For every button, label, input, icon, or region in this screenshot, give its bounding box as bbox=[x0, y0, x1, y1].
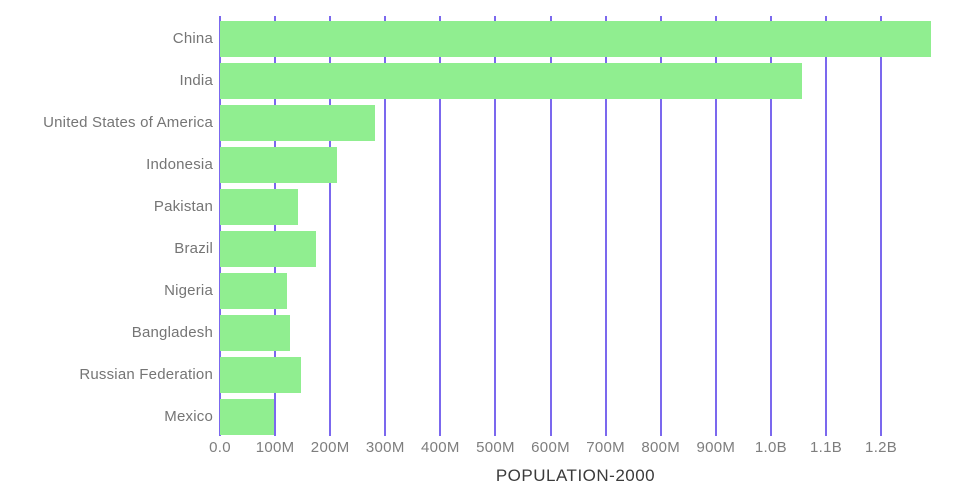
category-label-nigeria: Nigeria bbox=[164, 282, 213, 299]
gridline-800M bbox=[659, 16, 662, 436]
chart-title: POPULATION-2000 bbox=[495, 466, 656, 485]
category-label-indonesia: Indonesia bbox=[146, 156, 213, 173]
x-tick-label-0.0: 0.0 bbox=[209, 439, 231, 456]
x-tick-label-400M: 400M bbox=[420, 439, 460, 456]
x-tick-label-300M: 300M bbox=[365, 439, 405, 456]
category-label-bangladesh: Bangladesh bbox=[131, 324, 213, 341]
category-label-india: India bbox=[179, 72, 213, 89]
bar-indonesia bbox=[220, 146, 337, 183]
gridline-600M bbox=[549, 16, 552, 436]
x-tick-label-1.1B: 1.1B bbox=[809, 439, 843, 456]
x-tick-label-100M: 100M bbox=[255, 439, 295, 456]
gridline-900M bbox=[714, 16, 717, 436]
x-tick-label-200M: 200M bbox=[310, 439, 350, 456]
gridline-300M bbox=[384, 16, 387, 436]
bar-nigeria bbox=[220, 272, 288, 309]
gridline-1.1B bbox=[824, 16, 827, 436]
gridline-1.0B bbox=[769, 16, 772, 436]
bar-mexico bbox=[220, 398, 275, 435]
gridline-700M bbox=[604, 16, 607, 436]
bar-india bbox=[220, 62, 803, 99]
category-label-russian-federation: Russian Federation bbox=[79, 366, 213, 383]
bar-china bbox=[220, 20, 931, 57]
bar-brazil bbox=[220, 230, 317, 267]
gridline-500M bbox=[494, 16, 497, 436]
category-label-pakistan: Pakistan bbox=[153, 198, 213, 215]
x-tick-label-700M: 700M bbox=[586, 439, 625, 456]
gridline-1.2B bbox=[880, 16, 883, 436]
category-label-mexico: Mexico bbox=[164, 408, 213, 425]
x-tick-label-800M: 800M bbox=[641, 439, 681, 456]
category-label-china: China bbox=[172, 30, 213, 47]
gridline-0.0 bbox=[219, 16, 221, 436]
bar-pakistan bbox=[220, 188, 299, 225]
x-tick-label-900M: 900M bbox=[696, 439, 736, 456]
gridline-100M bbox=[274, 16, 277, 436]
category-label-brazil: Brazil bbox=[174, 240, 213, 257]
x-tick-label-1.0B: 1.0B bbox=[754, 439, 787, 456]
bar-bangladesh bbox=[220, 314, 291, 351]
category-label-united-states-of-america: United States of America bbox=[43, 114, 213, 131]
x-tick-label-1.2B: 1.2B bbox=[865, 439, 898, 456]
gridline-400M bbox=[439, 16, 442, 436]
x-tick-label-500M: 500M bbox=[476, 439, 515, 456]
x-tick-label-600M: 600M bbox=[531, 439, 570, 456]
bar-russian-federation bbox=[220, 356, 301, 393]
gridline-200M bbox=[329, 16, 332, 436]
bar-united-states-of-america bbox=[220, 104, 376, 141]
